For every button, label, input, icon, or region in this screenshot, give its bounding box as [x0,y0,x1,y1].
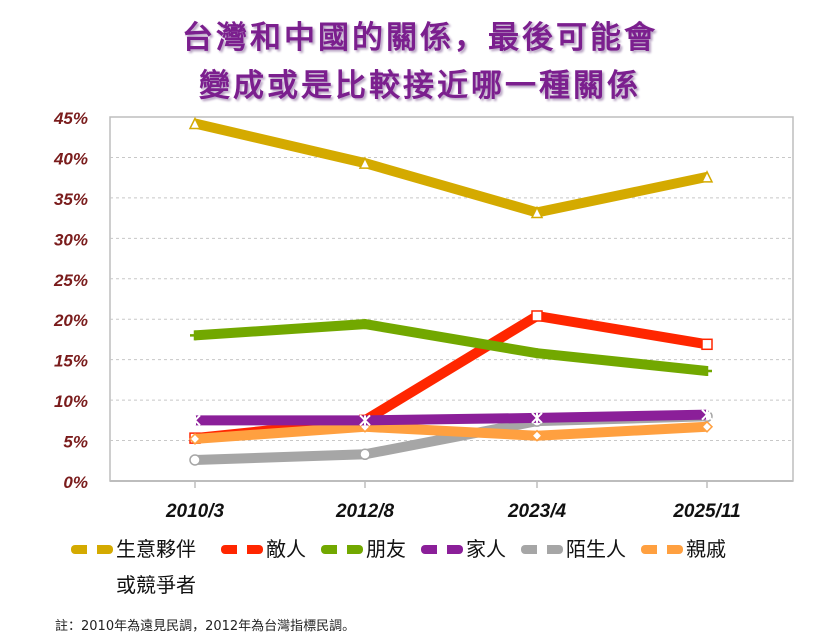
x-tick-label: 2023/4 [507,501,567,522]
data-point-3-0 [189,414,201,427]
legend-item: 親戚 [640,538,726,603]
legend-item: 朋友 [320,538,406,603]
x-tick-label: 2012/8 [335,501,395,522]
y-tick-label: 40% [53,149,88,168]
data-point-4-1 [359,448,371,461]
legend-swatch-diamond-icon [641,545,683,554]
data-point-4-0 [189,454,201,466]
data-point-5-3 [700,420,714,433]
y-tick-label: 35% [54,190,88,209]
y-tick-label: 5% [63,433,88,452]
data-point-2-1 [360,319,370,330]
legend-swatch-square-icon [221,545,263,554]
series-line-5 [194,421,708,444]
data-point-1-2 [531,310,543,322]
legend-swatch-plus-icon [321,545,363,554]
legend-label: 敵人 [266,537,306,561]
data-point-5-0 [188,432,202,445]
legend-label: 親戚 [686,537,726,561]
legend: 生意夥伴或競爭者 敵人 朋友 家人 陌生人 親戚 [70,537,726,603]
legend-label: 陌生人 [566,537,626,561]
legend-item: 陌生人 [520,538,626,603]
data-point-1-3 [701,338,713,351]
chart-title-line2: 變成或是比較接近哪一種關係 [199,68,641,104]
y-tick-label: 45% [53,109,88,128]
legend-label: 朋友 [366,537,406,561]
y-tick-label: 0% [63,473,88,492]
data-point-5-2 [530,429,544,442]
data-point-3-1 [359,414,371,427]
legend-label: 生意夥伴或競爭者 [116,537,196,597]
series-line-3 [195,409,708,426]
legend-item: 生意夥伴或競爭者 [70,537,206,603]
x-tick-label: 2025/11 [672,501,740,522]
data-point-0-0 [188,116,202,130]
data-point-2-0 [190,330,200,341]
x-tick-label: 2010/3 [165,501,225,522]
legend-item: 敵人 [220,538,306,603]
chart-title-line1: 台灣和中國的關係，最後可能會 [182,20,658,56]
data-point-2-3 [702,365,712,376]
legend-item: 家人 [420,538,506,603]
data-point-0-2 [530,205,544,219]
series-line-0 [193,118,709,218]
y-tick-label: 25% [53,271,88,290]
data-point-3-3 [701,408,713,421]
data-point-3-2 [531,412,543,424]
data-point-2-2 [532,348,542,359]
data-point-0-3 [700,170,714,183]
legend-swatch-triangle-icon [71,545,113,554]
series-line-2 [194,319,708,376]
y-tick-label: 30% [54,230,88,249]
y-tick-label: 10% [54,392,88,411]
y-tick-label: 20% [53,311,88,330]
y-tick-label: 15% [54,352,88,371]
footnote: 註：2010年為遠見民調，2012年為台灣指標民調。 [55,619,356,634]
legend-swatch-x-icon [421,545,463,554]
legend-label: 家人 [466,537,506,561]
data-point-0-1 [358,156,372,169]
legend-swatch-circle-icon [521,545,563,554]
